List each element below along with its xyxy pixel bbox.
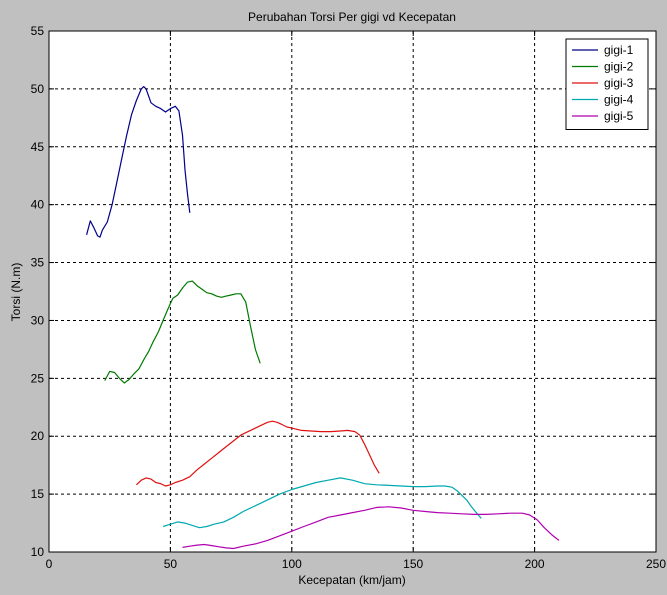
y-tick-label: 50	[31, 82, 45, 96]
grid	[49, 31, 656, 552]
plot-area	[48, 30, 657, 553]
x-axis-label: Kecepatan (km/jam)	[298, 573, 405, 587]
x-tick-label: 250	[646, 557, 666, 571]
legend-label-gigi-3: gigi-3	[604, 76, 634, 90]
series-line-gigi-3	[135, 420, 380, 487]
chart-title: Perubahan Torsi Per gigi vd Kecepatan	[248, 10, 456, 24]
y-tick-label: 30	[31, 313, 45, 327]
legend-label-gigi-5: gigi-5	[604, 109, 634, 123]
y-tick-label: 55	[31, 24, 45, 38]
y-tick-label: 15	[31, 487, 45, 501]
legend: gigi-1 gigi-2 gigi-3 gigi-4 gigi-5	[565, 38, 649, 130]
y-tick-label: 40	[31, 198, 45, 212]
y-tick-label: 25	[31, 371, 45, 385]
x-tick-label: 100	[282, 557, 302, 571]
series-line-gigi-1	[86, 85, 191, 238]
series-line-gigi-2	[104, 280, 261, 384]
y-axis-label: Torsi (N.m)	[9, 263, 23, 322]
x-tick-label: 150	[403, 557, 423, 571]
legend-box	[565, 38, 649, 130]
legend-label-gigi-2: gigi-2	[604, 60, 634, 74]
y-tick-label: 35	[31, 256, 45, 270]
axis-ticks: 0 50 100 150 200 250 10 15 20 25 30 35 40 45 50 55	[31, 24, 667, 571]
y-tick-label: 20	[31, 429, 45, 443]
legend-label-gigi-1: gigi-1	[604, 43, 634, 57]
series-line-gigi-5	[182, 506, 560, 550]
x-tick-label: 200	[525, 557, 545, 571]
y-tick-label: 10	[31, 545, 45, 559]
x-tick-label: 50	[164, 557, 178, 571]
y-tick-label: 45	[31, 140, 45, 154]
series-line-gigi-4	[162, 477, 482, 529]
series-lines	[86, 85, 560, 550]
legend-label-gigi-4: gigi-4	[604, 93, 634, 107]
x-tick-label: 0	[46, 557, 53, 571]
